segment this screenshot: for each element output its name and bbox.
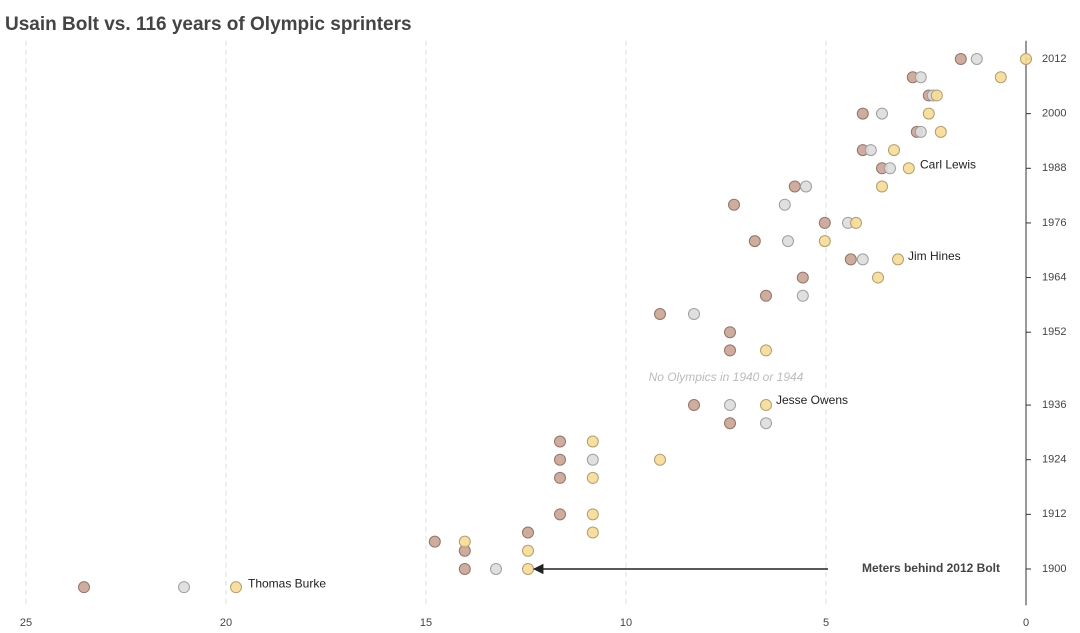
marker bbox=[586, 471, 599, 484]
marker bbox=[724, 326, 736, 339]
marker bbox=[654, 307, 666, 320]
y-tick-label: 1936 bbox=[1042, 399, 1066, 411]
marker bbox=[230, 581, 242, 594]
marker bbox=[864, 144, 877, 157]
marker bbox=[760, 344, 772, 357]
marker bbox=[796, 271, 809, 284]
marker bbox=[554, 471, 566, 484]
marker bbox=[818, 216, 831, 229]
marker bbox=[688, 399, 700, 412]
marker bbox=[872, 271, 884, 284]
marker bbox=[586, 526, 599, 539]
marker bbox=[844, 253, 857, 266]
annotation: Jesse Owens bbox=[776, 393, 848, 407]
x-tick-label: 0 bbox=[1023, 617, 1029, 629]
x-tick-label: 25 bbox=[20, 617, 32, 629]
marker bbox=[724, 344, 736, 357]
annotation: Carl Lewis bbox=[920, 158, 976, 172]
marker bbox=[688, 307, 700, 320]
marker bbox=[902, 162, 915, 175]
marker bbox=[884, 162, 896, 175]
y-tick-label: 1952 bbox=[1042, 326, 1066, 338]
annotation: Jim Hines bbox=[908, 249, 961, 263]
marker bbox=[78, 581, 90, 594]
marker bbox=[876, 180, 888, 193]
y-tick-label: 2000 bbox=[1042, 108, 1066, 120]
marker bbox=[888, 144, 900, 157]
marker bbox=[522, 526, 534, 539]
marker bbox=[850, 216, 862, 229]
marker bbox=[760, 289, 772, 302]
marker bbox=[728, 198, 740, 211]
marker bbox=[800, 180, 812, 193]
arrow-label: Meters behind 2012 Bolt bbox=[862, 561, 1000, 575]
marker bbox=[934, 125, 947, 138]
x-tick-label: 15 bbox=[420, 617, 432, 629]
marker bbox=[554, 508, 566, 521]
marker bbox=[458, 535, 471, 548]
marker bbox=[748, 235, 761, 248]
marker bbox=[654, 453, 666, 466]
marker bbox=[554, 453, 566, 466]
annotation: Thomas Burke bbox=[248, 577, 326, 591]
chart-title: Usain Bolt vs. 116 years of Olympic spri… bbox=[5, 14, 412, 35]
marker bbox=[554, 435, 566, 448]
y-tick-label: 1976 bbox=[1042, 217, 1066, 229]
marker bbox=[994, 71, 1007, 84]
marker bbox=[818, 235, 831, 248]
y-tick-label: 1900 bbox=[1042, 563, 1066, 575]
y-tick-label: 1964 bbox=[1042, 271, 1066, 283]
marker bbox=[970, 53, 983, 66]
marker bbox=[778, 198, 791, 211]
marker bbox=[782, 235, 794, 248]
marker bbox=[914, 71, 927, 84]
marker bbox=[1020, 53, 1032, 66]
x-tick-label: 10 bbox=[620, 617, 632, 629]
marker bbox=[760, 417, 772, 430]
marker bbox=[930, 89, 943, 102]
marker bbox=[178, 581, 190, 594]
marker bbox=[724, 417, 736, 430]
y-tick-label: 2012 bbox=[1042, 53, 1066, 65]
marker bbox=[856, 253, 869, 266]
marker bbox=[522, 562, 534, 575]
marker bbox=[876, 107, 888, 120]
marker bbox=[522, 544, 534, 557]
y-tick-label: 1988 bbox=[1042, 162, 1066, 174]
x-tick-label: 20 bbox=[220, 617, 232, 629]
marker bbox=[892, 253, 904, 266]
marker bbox=[586, 435, 599, 448]
annotation: No Olympics in 1940 or 1944 bbox=[649, 370, 804, 384]
marker bbox=[760, 399, 772, 412]
y-tick-label: 1924 bbox=[1042, 454, 1066, 466]
marker bbox=[490, 562, 502, 575]
marker bbox=[586, 453, 599, 466]
x-tick-label: 5 bbox=[823, 617, 829, 629]
marker bbox=[428, 535, 441, 548]
marker bbox=[856, 107, 869, 120]
marker bbox=[724, 399, 736, 412]
marker bbox=[954, 53, 967, 66]
marker bbox=[914, 125, 927, 138]
marker bbox=[788, 180, 801, 193]
y-tick-label: 1912 bbox=[1042, 508, 1066, 520]
marker bbox=[922, 107, 935, 120]
marker bbox=[796, 289, 809, 302]
marker bbox=[458, 562, 471, 575]
marker bbox=[586, 508, 599, 521]
